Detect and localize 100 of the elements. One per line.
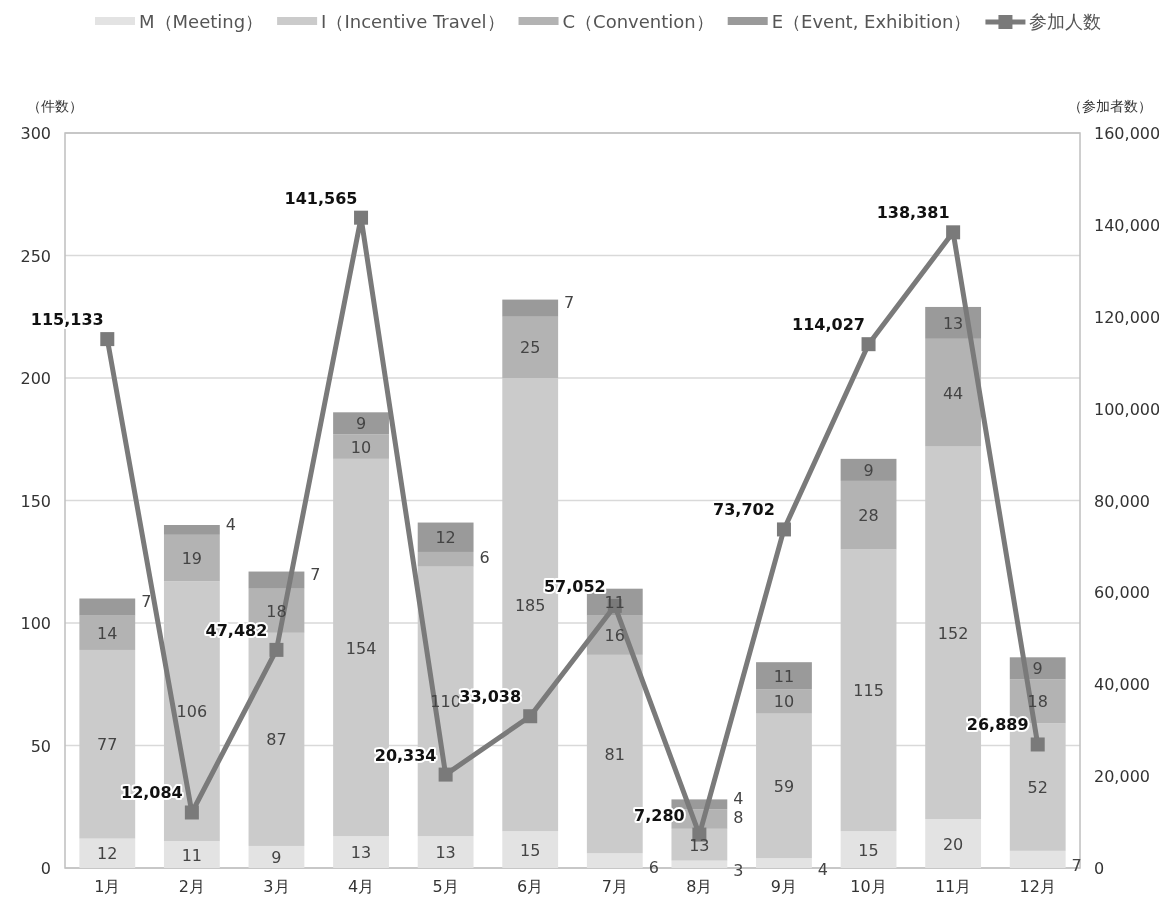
y-tick-label: 100 bbox=[20, 614, 51, 633]
data-label: 7 bbox=[310, 565, 321, 585]
legend-label: 参加人数 bbox=[1029, 11, 1102, 32]
bar bbox=[840, 458, 897, 481]
legend-label: E（Event, Exhibition） bbox=[771, 11, 972, 32]
data-label: 154 bbox=[345, 638, 377, 658]
data-label: 26,889 bbox=[966, 715, 1029, 735]
data-label: 10 bbox=[350, 437, 372, 457]
data-label: 20,334 bbox=[374, 745, 437, 765]
x-tick-label: 4月 bbox=[347, 877, 375, 896]
x-tick-label: 6月 bbox=[517, 877, 544, 896]
data-label: 25 bbox=[520, 338, 541, 358]
data-label: 12 bbox=[97, 844, 118, 864]
data-label: 16 bbox=[604, 626, 625, 646]
y2-tick-label: 80,000 bbox=[1094, 491, 1150, 511]
bar bbox=[756, 713, 812, 859]
point bbox=[184, 805, 199, 820]
y2-tick-label: 100,000 bbox=[1094, 399, 1159, 419]
bar bbox=[79, 598, 136, 616]
bar bbox=[163, 525, 220, 535]
data-label: 18 bbox=[266, 601, 287, 621]
y-tick-label: 200 bbox=[20, 369, 51, 388]
x-tick-label: 1月 bbox=[94, 877, 121, 896]
data-label: 15 bbox=[858, 840, 879, 860]
y2-tick-label: 120,000 bbox=[1094, 307, 1159, 327]
bar bbox=[840, 549, 897, 832]
bar bbox=[502, 299, 559, 317]
x-tick-label: 8月 bbox=[686, 877, 713, 896]
bar bbox=[163, 841, 220, 868]
x-tick-label: 11月 bbox=[934, 877, 972, 896]
data-label: 4 bbox=[817, 860, 829, 880]
bar bbox=[417, 551, 474, 567]
data-label: 33,038 bbox=[459, 687, 522, 707]
bar bbox=[586, 853, 643, 868]
bar bbox=[671, 860, 728, 868]
y-tick-label: 0 bbox=[40, 859, 51, 878]
y2-axis-title: （参加者数） bbox=[1068, 98, 1152, 114]
bar bbox=[79, 615, 136, 650]
data-label: 12 bbox=[435, 528, 456, 548]
legend-label: M（Meeting） bbox=[139, 11, 264, 32]
data-label: 6 bbox=[648, 857, 659, 877]
data-label: 8 bbox=[733, 808, 744, 827]
y2-tick-label: 40,000 bbox=[1094, 675, 1150, 695]
bar bbox=[163, 534, 220, 582]
y-tick-label: 300 bbox=[20, 124, 51, 143]
data-label: 7 bbox=[1071, 856, 1082, 876]
data-label: 13 bbox=[942, 313, 964, 333]
y-tick-label: 150 bbox=[20, 491, 51, 511]
y2-tick-label: 0 bbox=[1094, 859, 1105, 878]
bar bbox=[333, 412, 389, 435]
data-label: 59 bbox=[773, 776, 795, 796]
data-label: 28 bbox=[858, 506, 879, 526]
data-label: 9 bbox=[355, 414, 367, 434]
y-tick-label: 250 bbox=[20, 246, 51, 266]
y2-tick-label: 160,000 bbox=[1094, 124, 1159, 143]
bar bbox=[840, 831, 897, 868]
bar bbox=[79, 838, 136, 868]
data-label: 7 bbox=[564, 293, 575, 313]
data-label: 114,027 bbox=[792, 315, 865, 335]
data-label: 19 bbox=[181, 549, 203, 569]
data-label: 9 bbox=[1032, 659, 1043, 679]
data-label: 141,565 bbox=[284, 188, 358, 208]
x-tick-label: 10月 bbox=[850, 877, 887, 896]
point bbox=[523, 709, 538, 724]
bar bbox=[502, 831, 559, 868]
data-label: 20 bbox=[942, 834, 964, 854]
point bbox=[776, 522, 791, 537]
data-label: 152 bbox=[937, 623, 969, 643]
x-tick-label: 9月 bbox=[770, 877, 798, 896]
data-label: 11 bbox=[773, 666, 795, 686]
point bbox=[269, 642, 284, 657]
legend-label: C（Convention） bbox=[562, 11, 714, 32]
y-tick-label: 50 bbox=[30, 736, 51, 756]
y2-tick-label: 140,000 bbox=[1094, 215, 1159, 235]
bar bbox=[502, 316, 559, 378]
y2-tick-label: 60,000 bbox=[1094, 583, 1150, 603]
bar bbox=[417, 522, 474, 552]
data-label: 7 bbox=[141, 592, 152, 612]
y2-tick-label: 20,000 bbox=[1094, 767, 1150, 787]
bar bbox=[333, 434, 389, 459]
data-label: 44 bbox=[942, 383, 964, 403]
bar bbox=[756, 689, 812, 714]
data-label: 11 bbox=[181, 845, 203, 865]
point bbox=[861, 337, 876, 352]
data-label: 18 bbox=[1027, 692, 1048, 712]
point bbox=[100, 332, 115, 347]
data-label: 73,702 bbox=[713, 500, 775, 520]
point bbox=[438, 767, 453, 782]
bar bbox=[333, 836, 389, 868]
data-label: 52 bbox=[1027, 778, 1048, 798]
data-label: 6 bbox=[479, 548, 490, 568]
bar bbox=[1009, 850, 1066, 868]
data-label: 4 bbox=[733, 789, 744, 809]
data-label: 57,052 bbox=[543, 576, 606, 596]
data-label: 115,133 bbox=[30, 310, 104, 330]
data-label: 12,084 bbox=[121, 783, 183, 803]
data-label: 9 bbox=[863, 460, 874, 480]
point bbox=[354, 210, 369, 225]
point bbox=[1030, 737, 1045, 752]
data-label: 47,482 bbox=[205, 620, 268, 640]
